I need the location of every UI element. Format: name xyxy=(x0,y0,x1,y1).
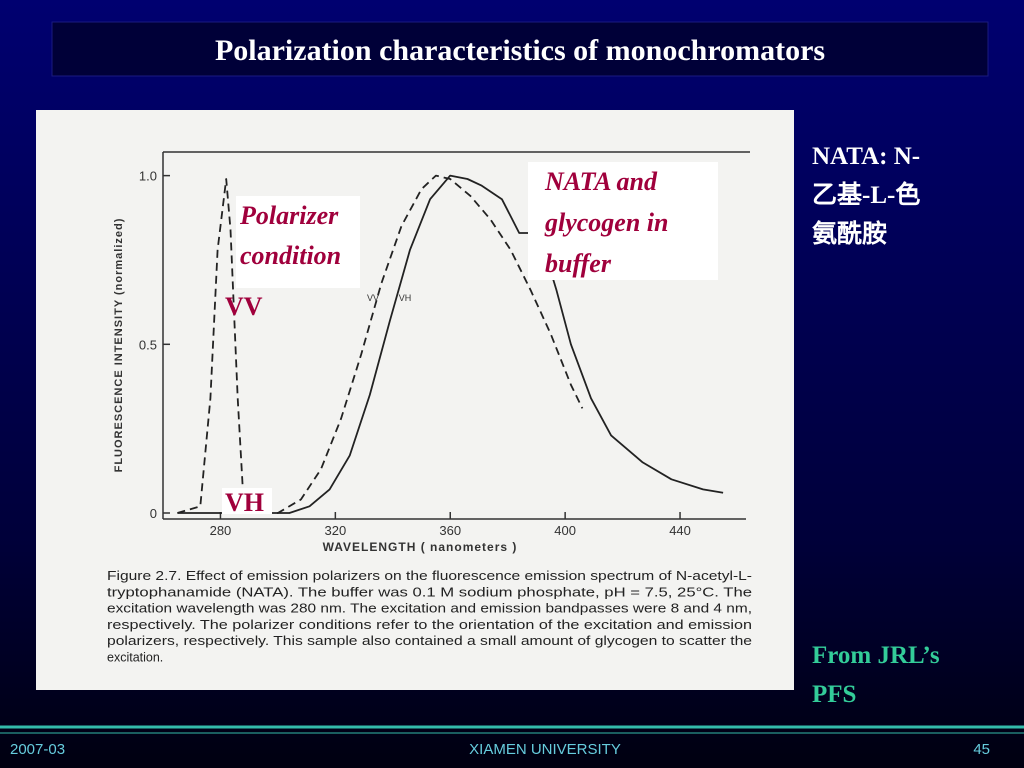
caption-line: polarizers, respectively. This sample al… xyxy=(107,634,752,648)
curve-label: VV xyxy=(367,293,379,303)
slide-title: Polarization characteristics of monochro… xyxy=(215,34,825,67)
x-tick-label: 440 xyxy=(669,523,691,538)
side-note: NATA: N- 乙基-L-色 氨酰胺 xyxy=(812,143,920,248)
footer-org: XIAMEN UNIVERSITY xyxy=(469,741,621,758)
data-line xyxy=(177,174,724,514)
annotation: buffer xyxy=(545,249,612,278)
x-axis-label: WAVELENGTH ( nanometers ) xyxy=(323,540,518,554)
footer-date: 2007-03 xyxy=(10,741,65,758)
footer-page: 45 xyxy=(973,741,990,758)
annotation-box xyxy=(236,196,360,288)
footer: 2007-03 XIAMEN UNIVERSITY 45 xyxy=(10,741,990,758)
source-line: PFS xyxy=(812,681,856,708)
annotation-box xyxy=(222,488,272,514)
data-line xyxy=(177,174,584,514)
annotation-box xyxy=(528,162,718,280)
caption-line: excitation. xyxy=(107,651,163,665)
annotation: glycogen in xyxy=(544,208,669,237)
x-tick-label: 360 xyxy=(439,523,461,538)
side-note-line: NATA: N- xyxy=(812,143,920,170)
side-note-line: 氨酰胺 xyxy=(812,219,887,248)
source-line: From JRL’s xyxy=(812,642,940,669)
x-tick-label: 320 xyxy=(324,523,346,538)
caption-line: respectively. The polarizer conditions r… xyxy=(107,618,752,632)
y-tick-label: 0.5 xyxy=(139,337,157,352)
side-note-line: 乙基-L-色 xyxy=(812,180,920,209)
curve-label: VH xyxy=(399,293,412,303)
annotation: condition xyxy=(240,241,341,270)
y-tick-label: 1.0 xyxy=(139,169,157,184)
chart: 0 0.5 1.0 280 320 360 400 440 WAVELENGTH ( nanom… xyxy=(107,151,752,665)
caption-line: excitation wavelength was 280 nm. The ex… xyxy=(107,602,752,616)
title-box xyxy=(51,21,989,77)
source-note: From JRL’s PFS xyxy=(812,642,940,708)
caption-line: Figure 2.7. Effect of emission polarizer… xyxy=(107,569,752,583)
x-tick-label: 280 xyxy=(210,523,232,538)
annotation: Polarizer xyxy=(239,201,339,230)
y-axis-label: FLUORESCENCE INTENSITY (normalized) xyxy=(113,218,125,473)
caption-line: tryptophanamide (NATA). The buffer was 0… xyxy=(107,585,752,599)
annotation: VH xyxy=(225,488,264,517)
annotation: NATA and xyxy=(544,167,658,196)
x-tick-label: 400 xyxy=(554,523,576,538)
annotation: VV xyxy=(225,292,263,321)
y-tick-label: 0 xyxy=(150,506,157,521)
